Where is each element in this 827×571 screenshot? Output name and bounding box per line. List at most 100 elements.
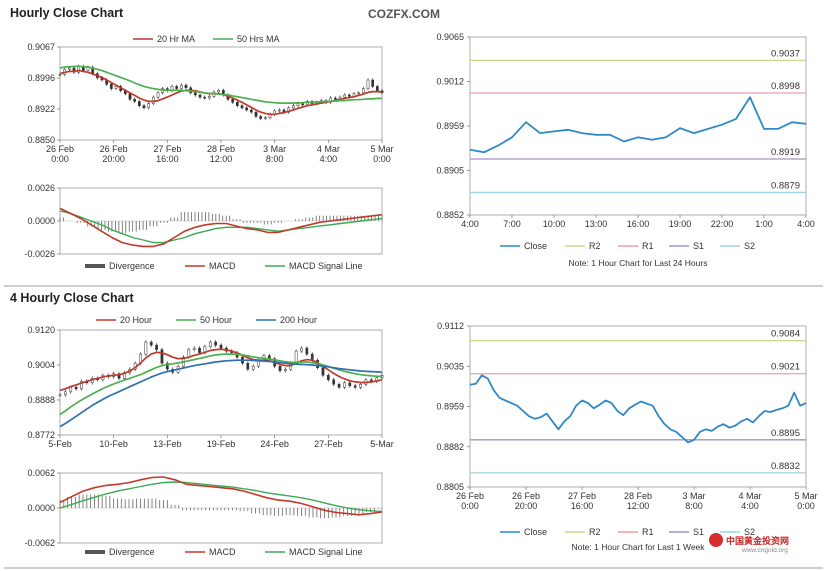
candle-body bbox=[69, 387, 73, 393]
chart-note: Note: 1 Hour Chart for Last 24 Hours bbox=[569, 258, 708, 268]
candle-body bbox=[142, 105, 146, 109]
levels-plot-area bbox=[469, 325, 807, 488]
candle-body bbox=[58, 74, 62, 76]
candle-body bbox=[175, 86, 179, 89]
x-tick-label: 27 Feb bbox=[153, 144, 181, 154]
x-tick-label: 16:00 bbox=[571, 501, 594, 511]
x-tick-label: 13:00 bbox=[585, 219, 608, 229]
candle-body bbox=[58, 394, 62, 397]
close-line bbox=[469, 374, 807, 444]
candle-body bbox=[291, 105, 295, 109]
legend-s1: S1 bbox=[693, 241, 704, 251]
legend-divergence: Divergence bbox=[109, 547, 155, 557]
x-tick-label: 1:00 bbox=[755, 219, 773, 229]
x-tick-label: 20:00 bbox=[102, 154, 125, 164]
x-tick-label: 12:00 bbox=[627, 501, 650, 511]
y-tick-label: 0.9112 bbox=[437, 321, 464, 331]
candle-body bbox=[109, 84, 113, 89]
x-tick-label: 20:00 bbox=[515, 501, 538, 511]
candle-body bbox=[249, 109, 253, 113]
legend-macd: MACD bbox=[209, 261, 236, 271]
legend-20-hour: 20 Hour bbox=[120, 315, 152, 325]
candle-body bbox=[235, 102, 239, 106]
candle-body bbox=[207, 96, 211, 99]
y-tick-label: 0.9004 bbox=[27, 360, 55, 370]
x-tick-label: 16:00 bbox=[156, 154, 179, 164]
legend-s2: S2 bbox=[744, 527, 755, 537]
x-tick-label: 3 Mar bbox=[682, 491, 705, 501]
x-tick-label: 5-Mar bbox=[370, 439, 394, 449]
y-tick-label: 0.8905 bbox=[436, 166, 464, 176]
candle-body bbox=[366, 79, 370, 89]
level-r2-label: 0.9084 bbox=[771, 329, 800, 340]
candle-body bbox=[217, 90, 221, 93]
candle-body bbox=[246, 362, 250, 370]
candle-body bbox=[133, 99, 137, 102]
y-tick-label: 0.8959 bbox=[436, 402, 464, 412]
candle-body bbox=[284, 368, 287, 371]
candle-body bbox=[117, 373, 121, 379]
candle-body bbox=[198, 94, 202, 98]
candle-body bbox=[208, 341, 212, 347]
candle-body bbox=[156, 92, 160, 98]
macd-line bbox=[59, 207, 383, 248]
candle-body bbox=[245, 107, 249, 111]
legend-r1: R1 bbox=[642, 527, 654, 537]
candle-body bbox=[144, 341, 148, 355]
legend-s1: S1 bbox=[693, 527, 704, 537]
y-tick-label: 0.9012 bbox=[436, 77, 464, 87]
x-tick-label: 19-Feb bbox=[207, 439, 236, 449]
candle-body bbox=[329, 97, 333, 103]
legend-r1: R1 bbox=[642, 241, 654, 251]
candle-body bbox=[361, 88, 365, 94]
level-r1-label: 0.8998 bbox=[771, 81, 800, 92]
candle-body bbox=[151, 96, 155, 104]
candle-body bbox=[333, 97, 337, 100]
x-tick-label: 8:00 bbox=[685, 501, 703, 511]
y-tick-label: 0.8772 bbox=[27, 430, 55, 440]
x-tick-label: 24-Feb bbox=[260, 439, 289, 449]
candle-body bbox=[251, 365, 255, 370]
candle-body bbox=[343, 94, 347, 98]
legend-close: Close bbox=[524, 241, 547, 251]
candle-body bbox=[128, 93, 132, 100]
candle-body bbox=[67, 67, 71, 70]
legend-macd-signal: MACD Signal Line bbox=[289, 547, 363, 557]
legend-200-hour: 200 Hour bbox=[280, 315, 317, 325]
y-tick-label: 0.0000 bbox=[27, 503, 55, 513]
candle-body bbox=[347, 94, 351, 97]
y-tick-label: 0.8922 bbox=[27, 104, 55, 114]
candle-body bbox=[371, 79, 375, 87]
x-tick-label: 12:00 bbox=[210, 154, 233, 164]
x-tick-label: 5-Feb bbox=[48, 439, 72, 449]
x-tick-label: 0:00 bbox=[373, 154, 391, 164]
y-tick-label: 0.8850 bbox=[27, 135, 55, 145]
legend-close: Close bbox=[524, 527, 547, 537]
candle-body bbox=[231, 99, 235, 103]
legend-50-hrs-ma: 50 Hrs MA bbox=[237, 34, 280, 44]
legend-macd: MACD bbox=[209, 547, 236, 557]
y-tick-label: 0.9067 bbox=[27, 42, 55, 52]
y-tick-label: -0.0062 bbox=[24, 538, 55, 548]
x-tick-label: 5 Mar bbox=[794, 491, 817, 501]
y-tick-label: 0.9065 bbox=[436, 32, 464, 42]
y-tick-label: 0.8996 bbox=[27, 73, 55, 83]
candle-body bbox=[277, 109, 281, 112]
y-tick-label: 0.8882 bbox=[436, 442, 464, 452]
x-tick-label: 4:00 bbox=[461, 219, 479, 229]
candle-body bbox=[64, 391, 67, 396]
level-r1-label: 0.9021 bbox=[771, 362, 800, 373]
candle-body bbox=[214, 341, 217, 346]
x-tick-label: 4 Mar bbox=[317, 144, 340, 154]
ma-200-line bbox=[59, 359, 383, 428]
candle-body bbox=[74, 387, 78, 390]
candle-body bbox=[357, 92, 361, 95]
candle-body bbox=[198, 347, 201, 353]
candle-body bbox=[296, 103, 300, 106]
candle-body bbox=[137, 101, 141, 106]
x-tick-label: 26 Feb bbox=[46, 144, 74, 154]
candle-body bbox=[305, 347, 309, 355]
x-tick-label: 0:00 bbox=[461, 501, 479, 511]
candle-body bbox=[192, 347, 196, 350]
